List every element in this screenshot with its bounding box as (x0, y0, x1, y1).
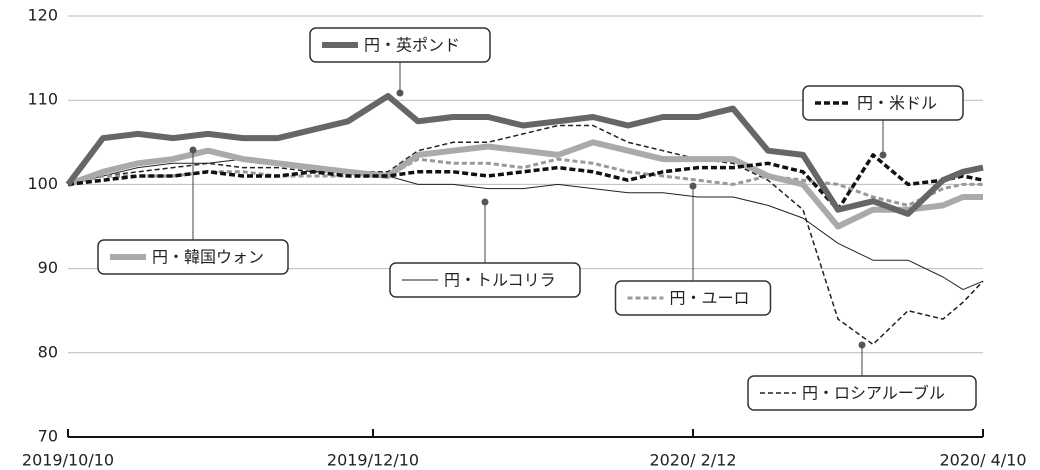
legend-label: 円・英ポンド (364, 36, 460, 55)
callout-dot (879, 151, 887, 159)
callout-box (97, 239, 289, 275)
legend-entry: 円・ロシアルーブル (747, 375, 977, 411)
x-tick-label: 2019/12/10 (327, 451, 419, 470)
callout-dot (481, 198, 489, 206)
x-tick-label: 2019/10/10 (22, 451, 114, 470)
legend-entry: 円・米ドル (802, 85, 964, 121)
legend-entry: 円・英ポンド (309, 27, 491, 63)
callout-box (309, 27, 491, 63)
callout-dot (396, 89, 404, 97)
legend-label: 円・ユーロ (670, 289, 750, 308)
legend-entry: 円・トルコリラ (389, 262, 581, 298)
series-line (67, 158, 984, 291)
callout-dot (858, 341, 866, 349)
y-tick-label: 100 (27, 174, 58, 193)
y-tick-label: 110 (27, 90, 58, 109)
legend-label: 円・韓国ウォン (152, 248, 264, 267)
callout-box (614, 280, 772, 316)
y-tick-label: 80 (38, 342, 58, 361)
y-tick-label: 120 (27, 6, 58, 25)
callout-dot (689, 182, 697, 190)
series-line (66, 139, 983, 230)
legend-entry: 円・韓国ウォン (97, 239, 289, 275)
callout-box (389, 262, 581, 298)
y-tick-label: 90 (38, 258, 58, 277)
series-line (67, 153, 984, 212)
legend-label: 円・トルコリラ (444, 271, 556, 290)
legend-label: 円・米ドル (857, 94, 937, 113)
legend-entry: 円・ユーロ (614, 280, 772, 316)
legend-label: 円・ロシアルーブル (802, 384, 945, 403)
callout-box (802, 85, 964, 121)
x-tick-label: 2020/ 2/12 (649, 451, 736, 470)
series-line (67, 124, 984, 346)
y-tick-label: 70 (38, 427, 58, 446)
callout-dot (189, 146, 197, 154)
x-tick-label: 2020/ 4/10 (939, 451, 1026, 470)
series-line (65, 93, 984, 217)
callout-box (747, 375, 977, 411)
